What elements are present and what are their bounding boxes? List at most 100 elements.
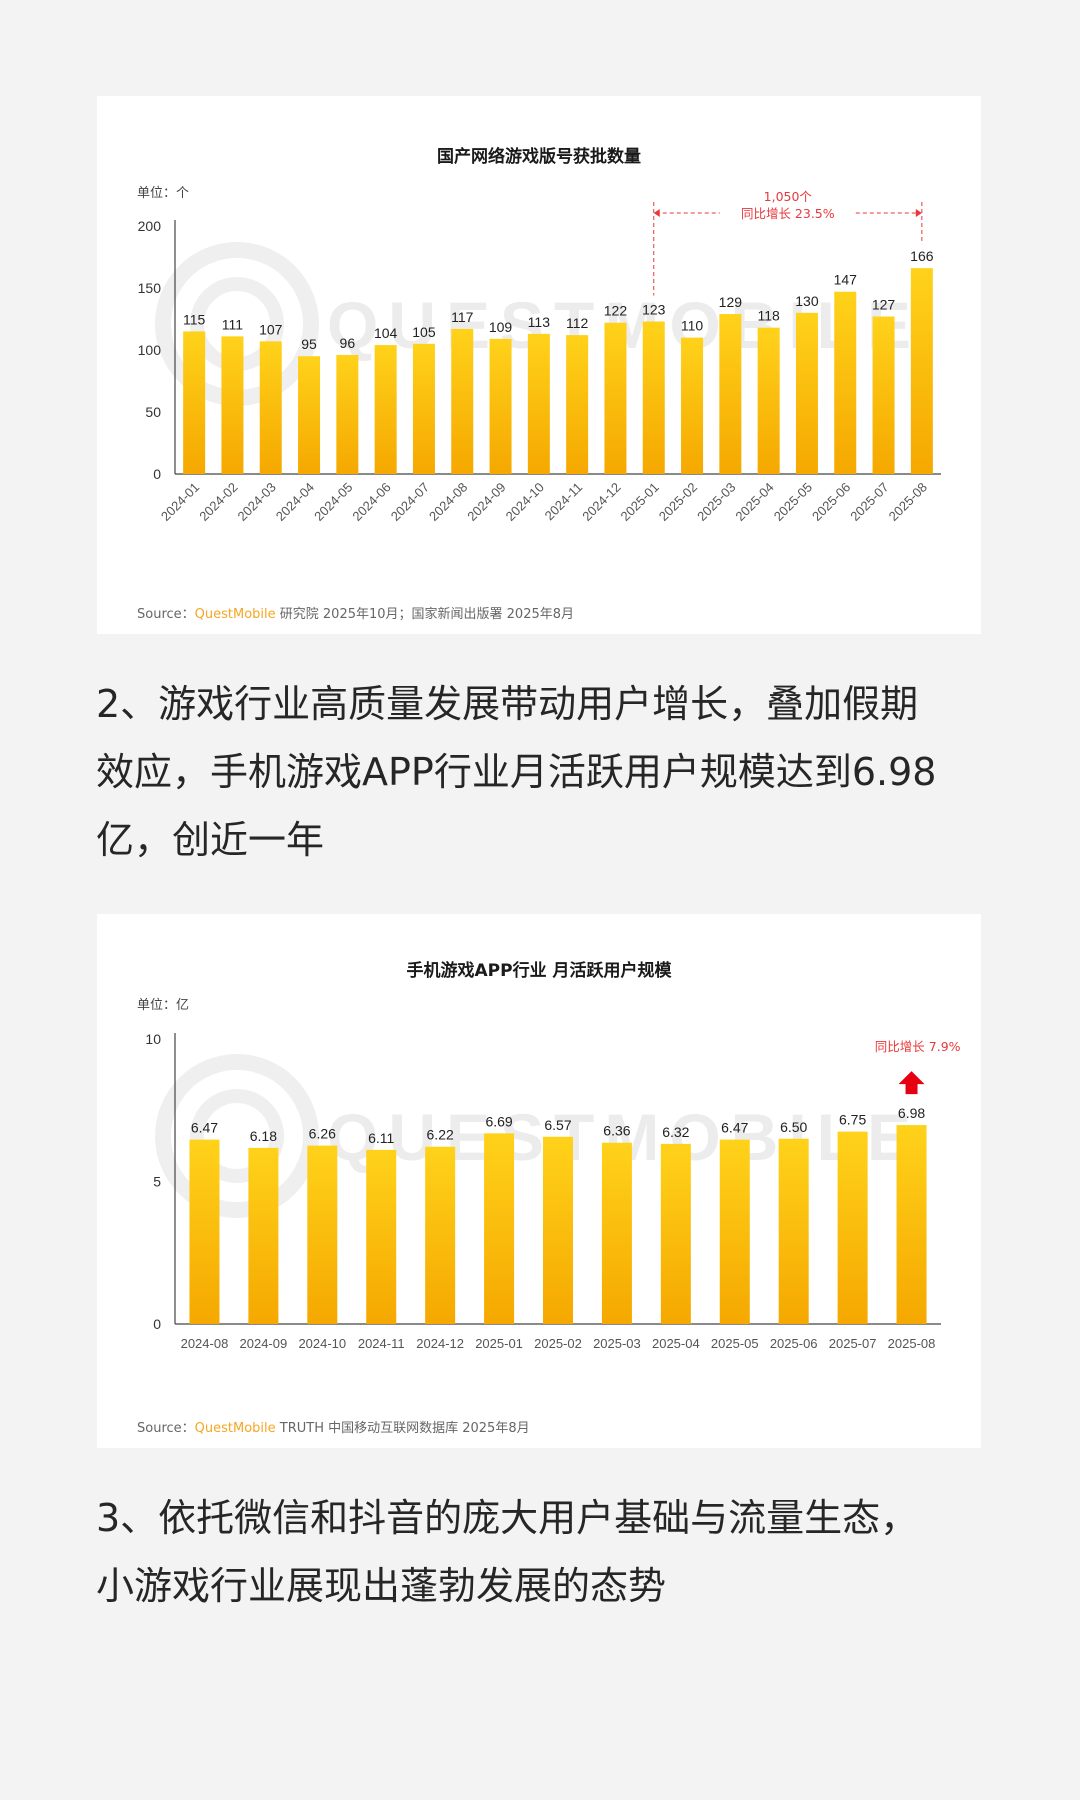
x-tick-label: 2024-10 [298,1336,346,1351]
bar-2025-05 [719,1139,750,1324]
source-note: Source：QuestMobile 研究院 2025年10月；国家新闻出版署 … [137,603,574,622]
bar-2024-12 [604,322,627,474]
bar-2024-07 [412,343,435,474]
bar-2024-09 [489,338,512,474]
source-note: Source：QuestMobile TRUTH 中国移动互联网数据库 2025… [137,1417,530,1436]
bar-2025-08 [896,1125,927,1324]
mau-bar-chart: QUESTMOBILE 手机游戏APP行业 月活跃用户规模 单位：亿 05102… [137,960,961,1351]
bar-2025-07 [837,1131,868,1324]
data-label-2025-08: 166 [910,248,934,264]
x-tick-label: 2025-08 [886,480,930,524]
annotation-growth: 同比增长 23.5% [741,206,835,221]
source-rest: 研究院 2025年10月；国家新闻出版署 2025年8月 [275,607,575,622]
annotation-total: 1,050个 [764,189,813,204]
y-tick-label: 10 [145,1031,161,1047]
bar-2025-07 [872,316,895,474]
data-label-2024-10: 6.26 [309,1126,336,1142]
data-label-2025-05: 130 [795,293,819,309]
up-arrow-icon [898,1071,925,1095]
x-tick-label: 2024-08 [181,1336,229,1351]
x-tick-label: 2025-02 [534,1336,582,1351]
data-label-2024-05: 96 [340,335,356,351]
data-label-2025-03: 129 [719,294,743,310]
source-prefix: Source： [137,1421,195,1436]
data-label-2025-06: 6.50 [780,1119,807,1135]
bar-2024-10 [307,1145,338,1324]
data-label-2024-08: 6.47 [191,1120,218,1136]
section-3-text: 3、依托微信和抖音的庞大用户基础与流量生态， 小游戏行业展现出蓬勃发展的态势 [96,1496,919,1608]
data-label-2025-07: 127 [872,297,896,313]
data-label-2025-04: 6.32 [662,1124,689,1140]
x-tick-label: 2025-03 [593,1336,641,1351]
bar-2024-12 [425,1146,456,1324]
y-tick-label: 50 [145,404,161,420]
bar-2025-02 [681,337,704,474]
x-tick-label: 2024-12 [579,480,623,524]
data-label-2024-10: 113 [528,314,551,330]
x-tick-label: 2025-03 [694,480,738,524]
x-tick-label: 2025-01 [618,480,662,524]
data-label-2024-04: 95 [301,336,317,352]
x-tick-label: 2025-08 [888,1336,936,1351]
y-tick-label: 5 [153,1174,161,1190]
data-label-2024-03: 107 [259,321,283,337]
data-label-2025-06: 147 [834,272,858,288]
bar-2024-09 [248,1147,279,1324]
bar-2025-08 [910,268,933,474]
x-tick-label: 2025-02 [656,480,700,524]
unit-label: 单位：个 [137,186,189,201]
source-rest: TRUTH 中国移动互联网数据库 2025年8月 [275,1421,530,1436]
annotation-growth: 同比增长 7.9% [875,1039,961,1054]
bar-2024-11 [566,335,589,474]
bar-2024-03 [259,341,282,474]
x-tick-label: 2024-10 [503,480,547,524]
bar-2025-06 [778,1138,809,1324]
data-label-2025-01: 6.69 [485,1113,512,1129]
data-label-2024-06: 104 [374,325,398,341]
bar-2024-08 [189,1139,220,1324]
x-tick-label: 2025-06 [809,480,853,524]
data-label-2024-12: 122 [604,303,628,319]
yoy-annotation: 同比增长 7.9% [875,1039,961,1095]
y-tick-label: 200 [138,218,162,234]
source-prefix: Source： [137,607,195,622]
annotation-right-arrowhead [915,209,922,217]
bar-2024-04 [298,356,321,474]
bar-2025-04 [660,1143,691,1324]
bar-2025-04 [757,327,780,474]
x-tick-label: 2025-05 [711,1336,759,1351]
y-tick-label: 0 [153,466,161,482]
bar-2025-06 [834,291,857,474]
chart-card-mau: QUESTMOBILE 手机游戏APP行业 月活跃用户规模 单位：亿 0 5 10 2… [97,914,981,1448]
bar-2024-02 [221,336,244,474]
x-tick-label: 2025-04 [652,1336,700,1351]
x-tick-label: 2024-08 [426,480,470,524]
data-label-2024-12: 6.22 [427,1127,454,1143]
data-label-2024-02: 111 [222,316,243,332]
y-tick-label: 150 [138,280,162,296]
x-tick-label: 2024-09 [240,1336,288,1351]
x-tick-label: 2024-11 [358,1336,405,1351]
bar-2025-03 [719,314,742,474]
x-tick-label: 2025-07 [847,480,891,524]
bar-2025-02 [543,1136,573,1324]
x-tick-label: 2024-01 [158,480,202,524]
x-tick-label: 2024-07 [388,480,432,524]
x-tick-label: 2024-05 [311,480,355,524]
x-tick-label: 2025-01 [475,1336,523,1351]
chart-card-licenses: QUESTMOBILE 国产网络游戏版号获批数量 单位：个 0501001502… [97,96,981,634]
bars: 115 111 107 95 96 104 105 117 109 113 112 122 123 110… [183,248,934,474]
annotation-left-arrowhead [653,209,660,217]
license-bar-chart: QUESTMOBILE 国产网络游戏版号获批数量 单位：个 0501001502… [137,146,941,524]
x-tick-label: 2024-12 [416,1336,464,1351]
data-label-2024-08: 117 [451,309,474,325]
data-label-2025-03: 6.36 [603,1123,630,1139]
bar-2024-08 [451,328,474,474]
source-brand: QuestMobile [194,1421,276,1436]
chart-title: 国产网络游戏版号获批数量 [437,146,641,167]
bar-2024-11 [366,1149,397,1324]
unit-label: 单位：亿 [137,998,189,1013]
bar-2025-01 [484,1133,515,1324]
data-label-2025-05: 6.47 [721,1120,748,1136]
data-label-2024-07: 105 [412,324,436,340]
